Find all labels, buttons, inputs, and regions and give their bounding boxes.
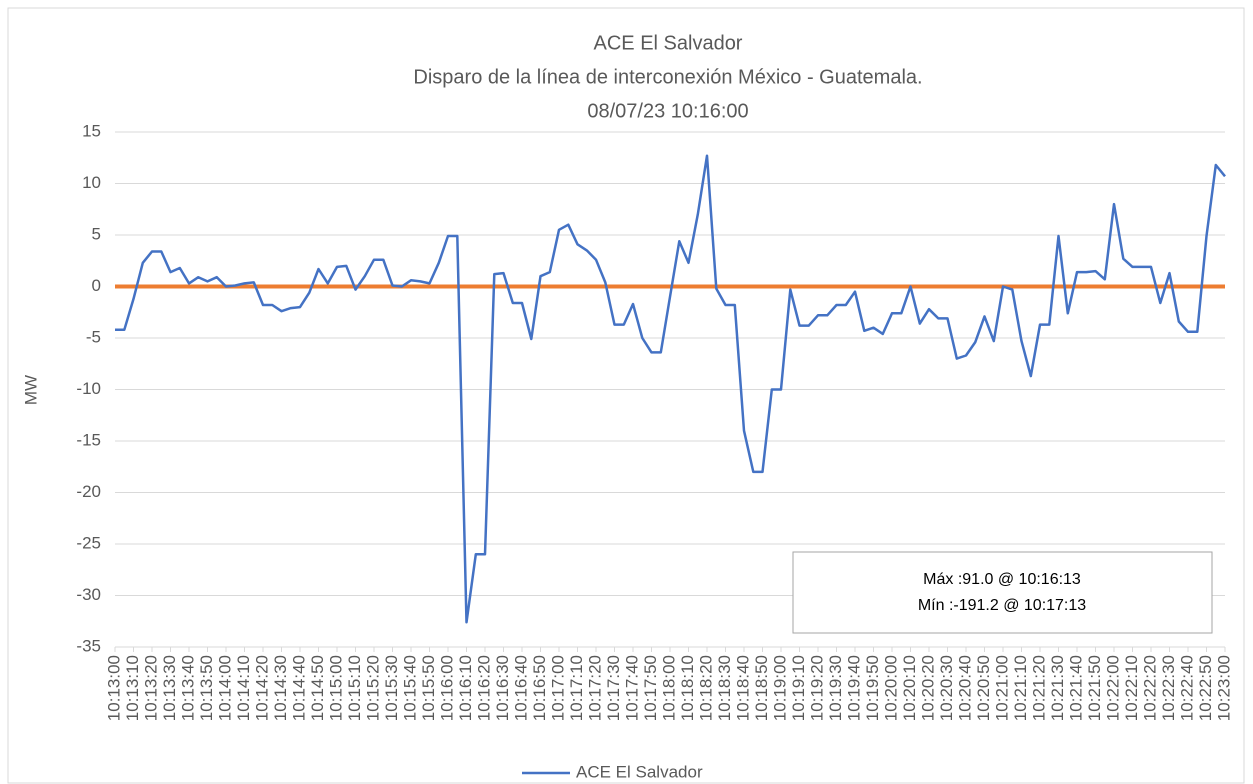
- x-tick-label: 10:13:00: [104, 655, 123, 721]
- x-tick-label: 10:14:10: [234, 655, 253, 721]
- y-tick-label: 15: [82, 121, 101, 140]
- x-tick-label: 10:22:00: [1103, 655, 1122, 721]
- x-tick-label: 10:15:50: [419, 655, 438, 721]
- x-tick-label: 10:17:00: [548, 655, 567, 721]
- x-tick-label: 10:13:40: [178, 655, 197, 721]
- chart-subtitle: 08/07/23 10:16:00: [587, 100, 748, 122]
- y-tick-label: -35: [76, 636, 101, 655]
- x-tick-label: 10:13:50: [197, 655, 216, 721]
- x-tick-label: 10:22:40: [1177, 655, 1196, 721]
- x-tick-label: 10:16:40: [511, 655, 530, 721]
- y-tick-label: 10: [82, 173, 101, 192]
- chart-border: [7, 7, 1245, 784]
- x-tick-label: 10:22:50: [1196, 655, 1215, 721]
- x-tick-label: 10:21:20: [1029, 655, 1048, 721]
- x-tick-label: 10:19:20: [807, 655, 826, 721]
- x-tick-label: 10:15:20: [363, 655, 382, 721]
- x-tick-label: 10:17:20: [585, 655, 604, 721]
- x-tick-label: 10:13:10: [123, 655, 142, 721]
- x-tick-label: 10:18:10: [678, 655, 697, 721]
- x-tick-label: 10:16:00: [437, 655, 456, 721]
- x-tick-label: 10:20:50: [974, 655, 993, 721]
- legend-label: ACE El Salvador: [576, 762, 703, 781]
- x-tick-label: 10:16:10: [456, 655, 475, 721]
- x-tick-label: 10:13:20: [141, 655, 160, 721]
- x-tick-label: 10:19:40: [844, 655, 863, 721]
- x-tick-label: 10:16:50: [530, 655, 549, 721]
- x-tick-label: 10:22:20: [1140, 655, 1159, 721]
- x-tick-label: 10:15:10: [345, 655, 364, 721]
- x-tick-label: 10:21:00: [992, 655, 1011, 721]
- y-tick-label: -20: [76, 482, 101, 501]
- y-tick-label: -30: [76, 585, 101, 604]
- x-tick-label: 10:20:30: [937, 655, 956, 721]
- x-tick-label: 10:19:30: [826, 655, 845, 721]
- y-tick-label: -5: [86, 327, 101, 346]
- y-axis-label: MW: [21, 375, 40, 405]
- x-tick-label: 10:19:00: [770, 655, 789, 721]
- x-tick-label: 10:19:50: [863, 655, 882, 721]
- chart-subtitle: Disparo de la línea de interconexión Méx…: [413, 66, 922, 88]
- x-tick-label: 10:16:20: [474, 655, 493, 721]
- x-tick-label: 10:23:00: [1214, 655, 1233, 721]
- x-tick-label: 10:22:30: [1159, 655, 1178, 721]
- x-tick-label: 10:14:20: [252, 655, 271, 721]
- y-tick-label: 5: [92, 224, 101, 243]
- x-tick-label: 10:15:00: [326, 655, 345, 721]
- x-tick-label: 10:18:00: [659, 655, 678, 721]
- chart-title: ACE El Salvador: [594, 32, 743, 54]
- y-tick-label: -15: [76, 430, 101, 449]
- x-tick-label: 10:18:20: [696, 655, 715, 721]
- x-tick-label: 10:21:30: [1048, 655, 1067, 721]
- x-tick-label: 10:21:10: [1011, 655, 1030, 721]
- x-tick-label: 10:14:00: [215, 655, 234, 721]
- annotation: Mín :-191.2 @ 10:17:13: [918, 597, 1086, 614]
- x-tick-label: 10:18:40: [733, 655, 752, 721]
- x-tick-label: 10:17:50: [641, 655, 660, 721]
- x-tick-label: 10:15:30: [382, 655, 401, 721]
- x-tick-label: 10:17:10: [567, 655, 586, 721]
- x-tick-label: 10:21:50: [1085, 655, 1104, 721]
- x-tick-label: 10:20:40: [955, 655, 974, 721]
- x-tick-label: 10:18:50: [752, 655, 771, 721]
- x-tick-label: 10:19:10: [789, 655, 808, 721]
- x-tick-label: 10:14:30: [271, 655, 290, 721]
- y-tick-label: -10: [76, 379, 101, 398]
- x-tick-label: 10:21:40: [1066, 655, 1085, 721]
- y-tick-label: -25: [76, 533, 101, 552]
- annotation: Máx :91.0 @ 10:16:13: [923, 571, 1081, 588]
- x-tick-label: 10:20:00: [881, 655, 900, 721]
- x-tick-label: 10:22:10: [1122, 655, 1141, 721]
- annotation-box: [792, 551, 1213, 634]
- x-tick-label: 10:14:50: [308, 655, 327, 721]
- x-tick-label: 10:15:40: [400, 655, 419, 721]
- data-line: [115, 154, 1226, 624]
- x-tick-label: 10:18:30: [715, 655, 734, 721]
- x-tick-label: 10:16:30: [493, 655, 512, 721]
- x-tick-label: 10:13:30: [160, 655, 179, 721]
- y-tick-label: 0: [92, 276, 101, 295]
- x-tick-label: 10:17:30: [604, 655, 623, 721]
- x-tick-label: 10:17:40: [622, 655, 641, 721]
- x-tick-label: 10:20:20: [918, 655, 937, 721]
- x-tick-label: 10:20:10: [900, 655, 919, 721]
- x-tick-label: 10:14:40: [289, 655, 308, 721]
